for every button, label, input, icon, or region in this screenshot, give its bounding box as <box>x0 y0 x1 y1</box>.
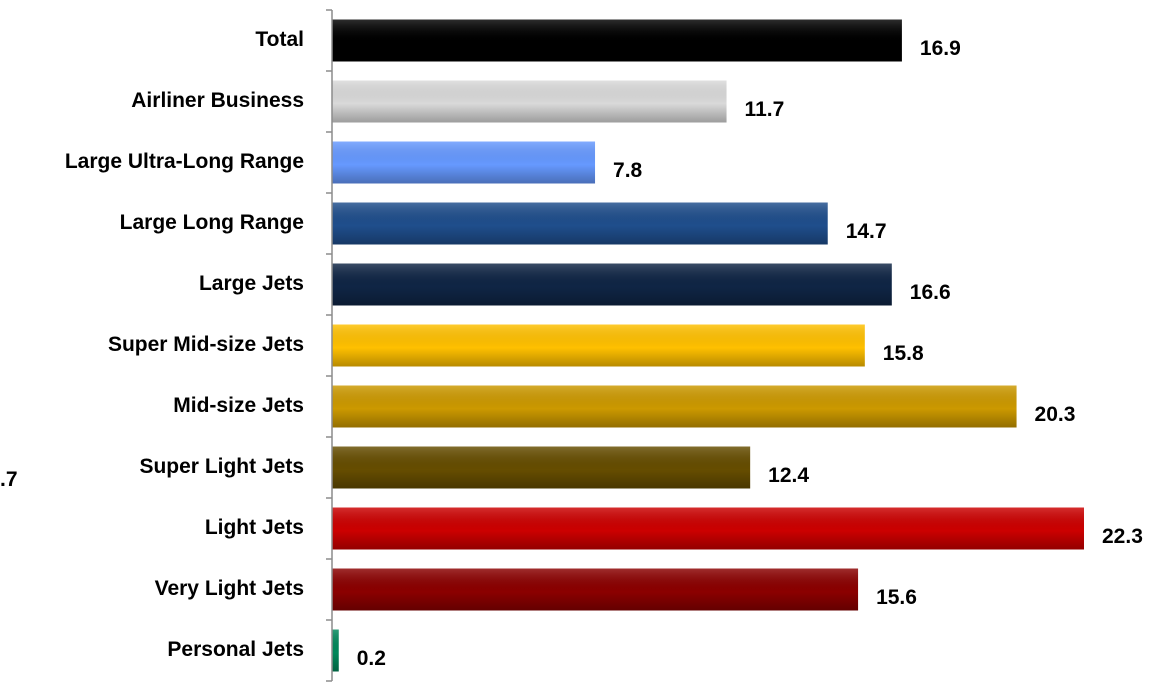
clipped-data-label: .7 <box>0 468 18 491</box>
category-label-large-long-range: Large Long Range <box>120 211 304 234</box>
bar-shading-large-ultra-long-range <box>332 141 596 184</box>
bar-shading-light-jets <box>332 507 1084 550</box>
value-label-total: 16.9 <box>920 37 961 60</box>
value-label-large-long-range: 14.7 <box>846 220 887 243</box>
value-label-mid-size-jets: 20.3 <box>1035 403 1076 426</box>
value-label-large-ultra-long-range: 7.8 <box>613 159 643 182</box>
category-label-large-ultra-long-range: Large Ultra-Long Range <box>65 150 304 173</box>
bar-shading-large-jets <box>332 263 892 306</box>
bar-shading-total <box>332 19 902 62</box>
bar-shading-large-long-range <box>332 202 828 245</box>
value-label-super-light-jets: 12.4 <box>768 464 809 487</box>
bar-shading-very-light-jets <box>332 568 859 611</box>
category-label-total: Total <box>255 28 304 51</box>
category-label-large-jets: Large Jets <box>199 272 304 295</box>
category-axis <box>326 9 333 682</box>
value-label-light-jets: 22.3 <box>1102 525 1143 548</box>
bar-shading-mid-size-jets <box>332 385 1017 428</box>
category-label-mid-size-jets: Mid-size Jets <box>173 394 304 417</box>
bar-shading-super-mid-size-jets <box>332 324 865 367</box>
bar-shading-super-light-jets <box>332 446 751 489</box>
bars-layer <box>332 19 1084 672</box>
category-label-super-light-jets: Super Light Jets <box>139 455 304 478</box>
bar-shading-airliner-business <box>332 80 727 123</box>
category-labels: Total Airliner Business Large Ultra-Long R… <box>65 28 304 661</box>
value-labels: 16.9 11.7 7.8 14.7 16.6 15.8 20.3 12.4 22.3 15.6 0… <box>357 37 1143 670</box>
value-label-very-light-jets: 15.6 <box>876 586 917 609</box>
category-label-super-mid-size-jets: Super Mid-size Jets <box>108 333 304 356</box>
category-label-airliner-business: Airliner Business <box>131 89 304 112</box>
category-label-very-light-jets: Very Light Jets <box>155 577 304 600</box>
category-label-light-jets: Light Jets <box>205 516 304 539</box>
value-label-large-jets: 16.6 <box>910 281 951 304</box>
value-label-super-mid-size-jets: 15.8 <box>883 342 924 365</box>
bar-shading-personal-jets <box>332 629 339 672</box>
value-label-personal-jets: 0.2 <box>357 647 386 670</box>
category-label-personal-jets: Personal Jets <box>167 638 304 661</box>
value-label-airliner-business: 11.7 <box>745 98 785 121</box>
